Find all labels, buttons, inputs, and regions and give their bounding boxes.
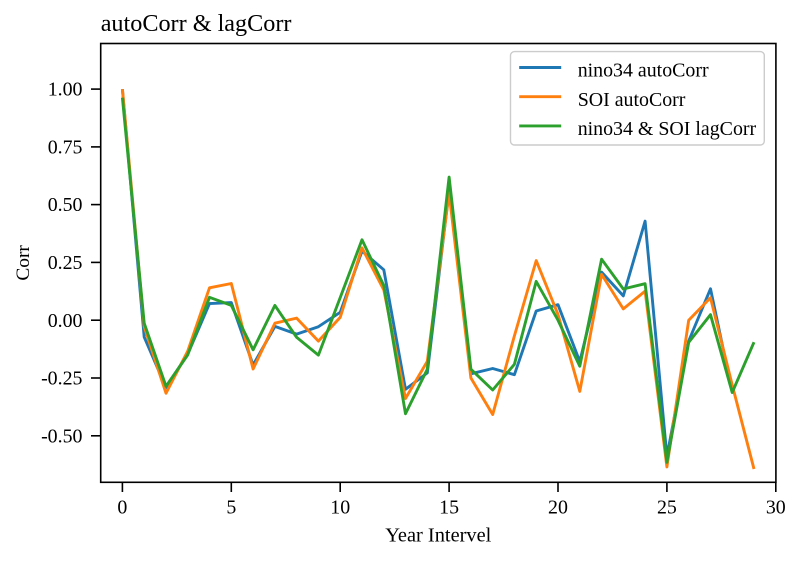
- svg-text:0.75: 0.75: [48, 137, 83, 159]
- svg-text:-0.25: -0.25: [41, 368, 82, 390]
- svg-text:25: 25: [657, 496, 677, 518]
- svg-text:5: 5: [226, 496, 236, 518]
- svg-text:30: 30: [766, 496, 786, 518]
- svg-text:0.50: 0.50: [48, 194, 83, 216]
- svg-text:SOI autoCorr: SOI autoCorr: [578, 89, 686, 111]
- svg-text:Corr: Corr: [13, 245, 34, 281]
- svg-text:0.00: 0.00: [48, 310, 83, 332]
- svg-text:0: 0: [117, 496, 127, 518]
- svg-text:10: 10: [330, 496, 350, 518]
- svg-text:20: 20: [548, 496, 568, 518]
- svg-text:0.25: 0.25: [48, 252, 83, 274]
- svg-text:-0.50: -0.50: [41, 425, 82, 447]
- svg-text:nino34 autoCorr: nino34 autoCorr: [578, 60, 709, 82]
- svg-text:autoCorr & lagCorr: autoCorr & lagCorr: [101, 10, 292, 37]
- svg-text:1.00: 1.00: [48, 79, 83, 101]
- svg-text:Year Intervel: Year Intervel: [385, 525, 491, 547]
- svg-text:nino34 & SOI lagCorr: nino34 & SOI lagCorr: [578, 118, 757, 140]
- svg-text:15: 15: [439, 496, 459, 518]
